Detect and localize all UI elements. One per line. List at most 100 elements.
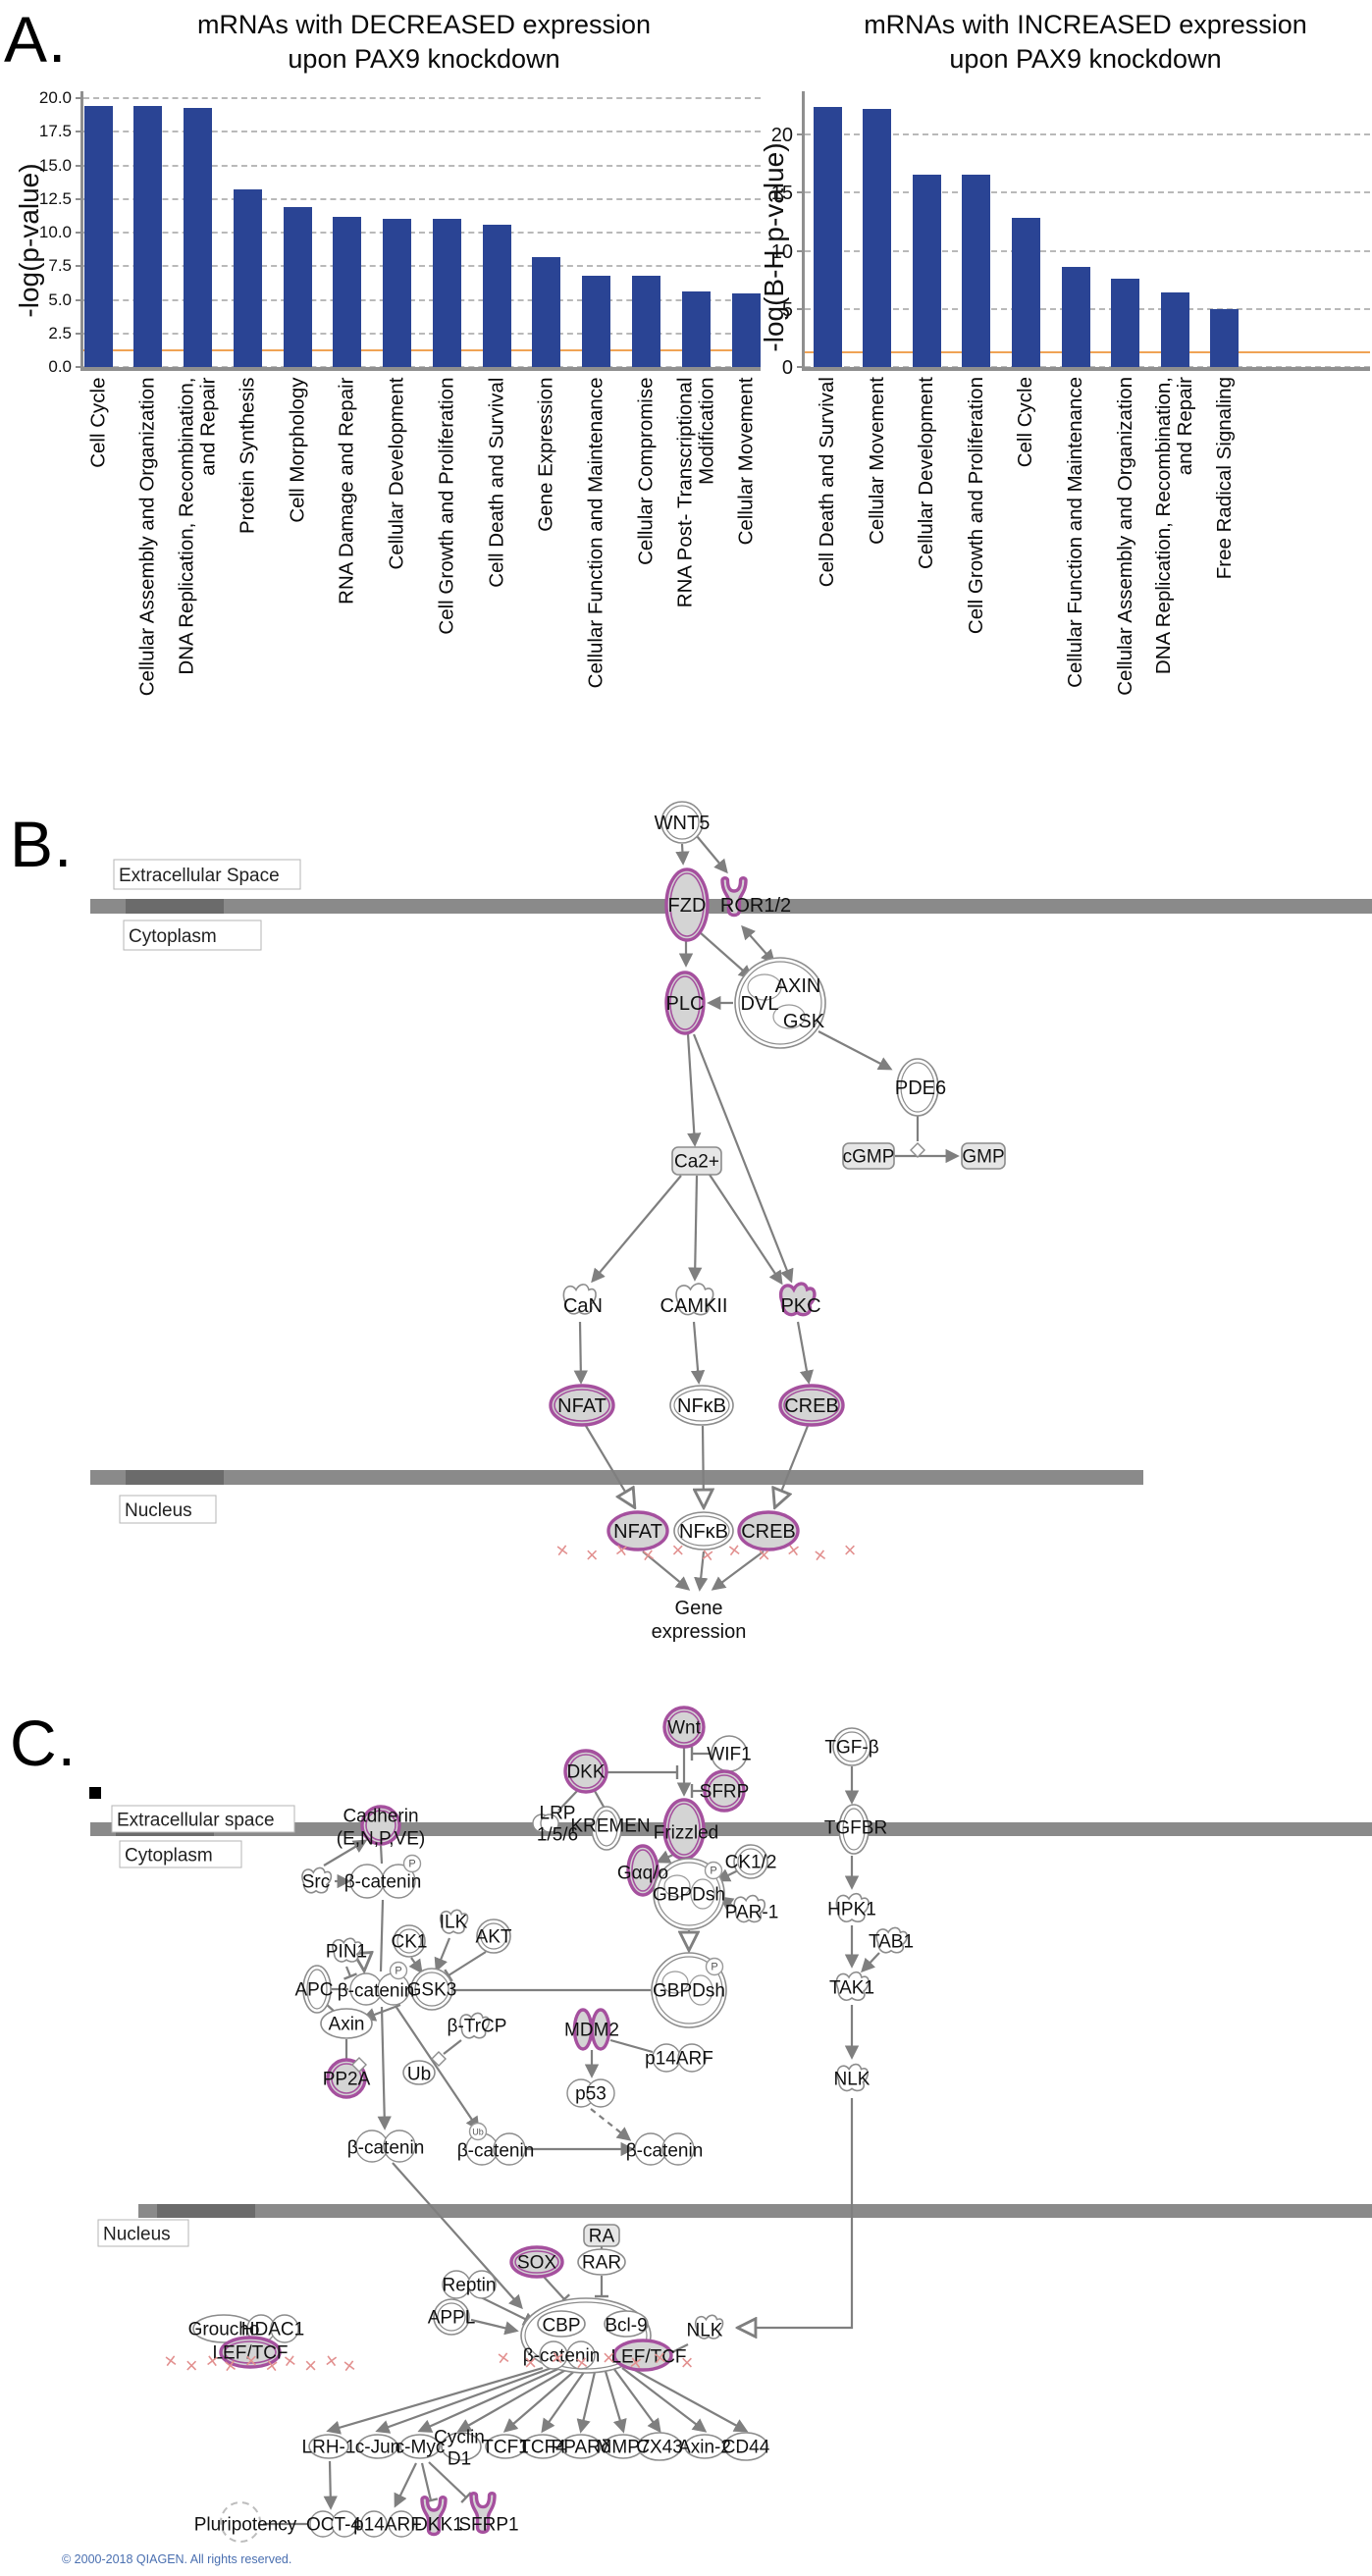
gridline bbox=[83, 332, 761, 335]
tick-label: 15.0 bbox=[38, 155, 72, 175]
node-label: β-catenin bbox=[347, 2138, 425, 2159]
node-ellipse2 bbox=[626, 1844, 660, 1897]
node-receptor bbox=[471, 2494, 495, 2533]
red-x-mark: × bbox=[671, 1538, 684, 1562]
bar bbox=[631, 275, 660, 367]
node-blob bbox=[876, 1927, 907, 1952]
category-label: Cell Growth and Proliferation bbox=[964, 377, 987, 635]
node-label: CBP bbox=[542, 2316, 580, 2337]
node-label: CK1 bbox=[392, 1932, 428, 1953]
bar bbox=[333, 216, 362, 367]
node-label: SOX bbox=[517, 2253, 556, 2274]
node-diamond bbox=[431, 2051, 447, 2067]
node-label: LRP bbox=[540, 1804, 576, 1824]
node-ellipse bbox=[604, 2310, 649, 2338]
node-label: D1 bbox=[448, 2449, 471, 2470]
node-label: AKT bbox=[476, 1927, 512, 1948]
edge-a bbox=[323, 1839, 368, 1866]
red-x-mark: × bbox=[324, 2347, 340, 2374]
bar bbox=[863, 108, 892, 367]
node-receptor bbox=[722, 878, 746, 916]
node-receptor bbox=[422, 2497, 446, 2535]
category-label: Cell Death and Survival bbox=[485, 377, 508, 588]
node-circle2 bbox=[836, 1731, 868, 1762]
node-ellipse bbox=[637, 2432, 682, 2461]
node-label: FZD bbox=[668, 895, 707, 917]
gridline bbox=[83, 131, 761, 133]
category-label: Cellular Assembly and Organization bbox=[1113, 377, 1136, 696]
axis-tick bbox=[76, 97, 83, 99]
edge-o bbox=[739, 2098, 854, 2328]
node-rrect bbox=[842, 1142, 895, 1170]
red-x-mark: × bbox=[758, 1543, 770, 1567]
compartment-label: Cytoplasm bbox=[129, 926, 217, 947]
node-ellipse2 bbox=[224, 2340, 277, 2364]
edge-a bbox=[395, 2005, 480, 2131]
axis-tick bbox=[76, 265, 83, 268]
node-blob bbox=[302, 1867, 331, 1892]
node-ellipse bbox=[357, 2434, 398, 2459]
node-label: PAR-1 bbox=[725, 1903, 779, 1923]
node-label: Cadherin bbox=[343, 1807, 418, 1827]
edge-a bbox=[576, 2367, 598, 2434]
edge-a bbox=[621, 2367, 708, 2433]
bar bbox=[813, 106, 842, 367]
node-ellipse2 bbox=[554, 1389, 610, 1422]
node-lobes bbox=[661, 2132, 695, 2166]
red-x-mark: × bbox=[550, 2344, 565, 2371]
edge-l bbox=[443, 2039, 462, 2055]
category-label: Free Radical Signaling bbox=[1212, 377, 1236, 580]
edge-a bbox=[417, 2366, 561, 2433]
axis-tick bbox=[797, 366, 805, 368]
node-lobes bbox=[467, 2270, 497, 2299]
red-x-mark: × bbox=[163, 2347, 179, 2374]
bar bbox=[83, 106, 113, 367]
node-label: NFAT bbox=[557, 1395, 607, 1417]
phospho-badge bbox=[704, 1861, 723, 1880]
edge-o bbox=[775, 1425, 810, 1506]
node-label: TCF1 bbox=[482, 2438, 529, 2458]
bar bbox=[532, 256, 561, 367]
node-label: β-catenin bbox=[344, 1872, 422, 1893]
node-label: AXIN bbox=[775, 975, 821, 997]
edge-a bbox=[392, 2162, 523, 2310]
node-label: TCF4 bbox=[519, 2438, 566, 2458]
node-ellipse2 bbox=[631, 1849, 655, 1892]
gridline bbox=[83, 97, 761, 99]
edge-a bbox=[541, 2367, 588, 2434]
bar bbox=[962, 175, 991, 367]
node-label: MMP7 bbox=[597, 2438, 651, 2458]
edge-a bbox=[694, 1551, 709, 1592]
node-label: CaN bbox=[563, 1295, 603, 1317]
edge-a bbox=[630, 2367, 749, 2433]
node-label: p14ARF bbox=[645, 2049, 713, 2070]
node-ellipse bbox=[737, 1510, 800, 1551]
node-ellipse2 bbox=[595, 1810, 618, 1847]
node-circle2 bbox=[660, 801, 704, 844]
edge-a bbox=[394, 2462, 417, 2508]
node-label: Ub bbox=[407, 2065, 431, 2085]
edge-a bbox=[326, 2366, 544, 2435]
node-circle2 bbox=[433, 2298, 470, 2336]
node-label: WIF1 bbox=[707, 1745, 751, 1765]
node-label: CREB bbox=[741, 1521, 796, 1543]
category-label: Cellular Function and Maintenance bbox=[1064, 377, 1086, 688]
node-label: Frizzled bbox=[654, 1823, 719, 1844]
edge-tbar-cap bbox=[460, 2492, 472, 2503]
compartment-label: Extracellular space bbox=[117, 1811, 275, 1831]
pathway-c: P P P P Ub Extracellular space Cytoplasm Nucleu… bbox=[89, 1706, 1372, 2543]
node-label: Axin-2 bbox=[678, 2438, 731, 2458]
bar bbox=[731, 292, 761, 367]
chart-title: mRNAs with DECREASED expression upon PAX… bbox=[196, 10, 652, 74]
node-circle2 bbox=[657, 1862, 721, 1926]
red-x-mark: × bbox=[786, 1537, 802, 1563]
node-ellipse2 bbox=[302, 1965, 332, 2014]
node-label: Src bbox=[302, 1872, 331, 1893]
red-x-mark: × bbox=[185, 2353, 198, 2378]
node-circle2 bbox=[563, 1749, 608, 1794]
node-circle2 bbox=[476, 1919, 511, 1954]
red-x-mark: × bbox=[613, 1537, 629, 1563]
node-lobes bbox=[360, 2510, 388, 2538]
node-circle2 bbox=[703, 1769, 746, 1813]
